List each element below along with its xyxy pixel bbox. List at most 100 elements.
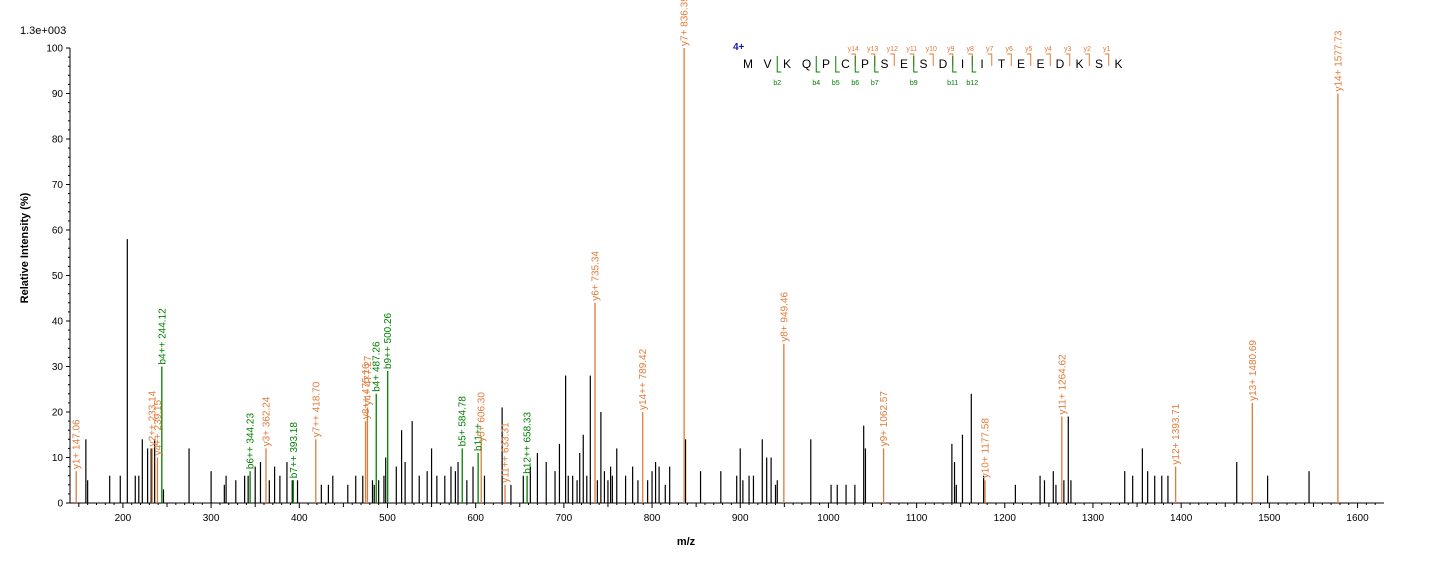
- residue: D: [939, 57, 948, 71]
- b-ion-label: b6: [851, 80, 859, 87]
- x-tick-label: 700: [556, 513, 573, 524]
- residue: K: [783, 57, 791, 71]
- peak-label: y11++ 633.31: [501, 422, 512, 483]
- y-cleavage-mark: [1104, 53, 1110, 66]
- x-tick-label: 500: [379, 513, 396, 524]
- peak-label: y14+ 1577.73: [1333, 30, 1344, 91]
- x-tick-label: 200: [115, 513, 132, 524]
- peak-label: y10+ 1177.58: [981, 418, 992, 479]
- peak-label: b6++ 344.23: [246, 413, 257, 470]
- y-ion-label: y13: [867, 46, 878, 53]
- peak-label: b9++ 500.26: [383, 312, 394, 369]
- y-ion-label: y11: [906, 46, 917, 53]
- residue: K: [1114, 57, 1122, 71]
- y-ion-label: y10: [926, 46, 937, 53]
- x-tick-label: 400: [291, 513, 308, 524]
- y-ion-label: y8: [967, 46, 975, 53]
- y-ion-label: y1: [1103, 46, 1111, 53]
- b-ion-label: b12: [966, 80, 978, 87]
- y-ion-label: y12: [887, 46, 898, 53]
- x-tick-label: 1500: [1258, 513, 1281, 524]
- peak-label: y2++ 233.14: [148, 390, 159, 446]
- y-tick-label: 100: [46, 44, 63, 55]
- y-tick-label: 40: [52, 317, 64, 328]
- y-cleavage-mark: [851, 53, 856, 66]
- peak-label: b4++ 244.12: [157, 308, 168, 365]
- y-tick-label: 0: [57, 499, 63, 510]
- y-ion-label: y4: [1045, 46, 1053, 53]
- residue: I: [980, 57, 983, 71]
- x-tick-label: 1000: [817, 513, 840, 524]
- residue: S: [1095, 57, 1103, 71]
- b-ion-label: b11: [947, 80, 958, 87]
- peak-label: y8+ 949.46: [779, 292, 790, 342]
- b-cleavage-mark: [913, 56, 918, 73]
- b-ion-label: b9: [910, 80, 918, 87]
- x-tick-label: 900: [732, 513, 749, 524]
- y-tick-label: 20: [52, 408, 64, 419]
- residue: E: [900, 57, 908, 71]
- peak-label: y9+ 1062.57: [879, 391, 890, 447]
- b-cleavage-mark: [874, 56, 879, 73]
- peak-label: y4+ 477.27: [363, 355, 374, 405]
- y-cleavage-mark: [968, 53, 973, 66]
- y-ion-label: y2: [1084, 46, 1092, 53]
- peak-label: y6+ 735.34: [591, 251, 602, 301]
- y-cleavage-mark: [1085, 53, 1090, 66]
- b-ion-label: b5: [832, 80, 840, 87]
- scale-label: 1.3e+003: [20, 25, 66, 37]
- y-ion-label: y7: [986, 46, 994, 53]
- x-tick-label: 800: [644, 513, 661, 524]
- x-tick-label: 1200: [994, 513, 1017, 524]
- y-cleavage-mark: [870, 53, 876, 66]
- axes: 0 10 20 30 40 50 60 70 80 90 100 200 300 400 500 600 700…: [46, 44, 1384, 524]
- residue: S: [919, 57, 927, 71]
- b-cleavage-mark: [815, 56, 821, 73]
- peak-label: b12++ 658.33: [523, 412, 534, 474]
- y-cleavage-mark: [948, 53, 954, 66]
- peak-label: y13+ 1480.69: [1248, 340, 1259, 401]
- x-tick-label: 1600: [1346, 513, 1369, 524]
- y-axis-label: Relative Intensity (%): [19, 192, 31, 303]
- residue: K: [1075, 57, 1083, 71]
- y-tick-label: 80: [52, 135, 64, 146]
- b-cleavage-mark: [776, 56, 782, 73]
- y-tick-label: 60: [52, 226, 64, 237]
- residue: Q: [802, 57, 811, 71]
- peak-label: y12+ 1393.71: [1171, 403, 1182, 464]
- y-ion-label: y9: [947, 46, 955, 53]
- y-ion-label: y3: [1064, 46, 1072, 53]
- y-cleavage-mark: [1007, 53, 1012, 66]
- peak-label: y7+ 836.39: [680, 0, 691, 46]
- b-cleavage-mark: [952, 56, 957, 73]
- x-tick-label: 1300: [1082, 513, 1105, 524]
- peak-label: y11+ 1264.62: [1057, 354, 1068, 415]
- y-cleavage-mark: [1026, 53, 1032, 66]
- peak-label: y3+ 362.24: [261, 396, 272, 446]
- peak-label: y1+ 147.06: [72, 419, 83, 469]
- residue: V: [763, 57, 771, 71]
- residue: E: [1036, 57, 1044, 71]
- peak-label: y4++ 239.15: [153, 399, 164, 455]
- b-cleavage-mark: [854, 56, 860, 73]
- peak-label: y8++ 475.16: [361, 363, 372, 419]
- residue: E: [1017, 57, 1025, 71]
- y-cleavage-mark: [987, 53, 993, 66]
- y-tick-label: 50: [52, 271, 64, 282]
- residue: T: [998, 57, 1006, 71]
- peak-label: y14++ 789.42: [638, 348, 649, 410]
- x-tick-label: 600: [467, 513, 484, 524]
- y-tick-label: 90: [52, 89, 64, 100]
- peak-label: y7++ 418.70: [311, 381, 322, 437]
- b-ion-label: b4: [812, 80, 820, 87]
- residue: S: [880, 57, 888, 71]
- y-cleavage-mark: [909, 53, 915, 66]
- residue: D: [1056, 57, 1065, 71]
- y-ion-label: y14: [848, 46, 859, 53]
- y-tick-label: 10: [52, 453, 64, 464]
- peaks: [75, 48, 1339, 503]
- x-tick-label: 1100: [906, 513, 928, 524]
